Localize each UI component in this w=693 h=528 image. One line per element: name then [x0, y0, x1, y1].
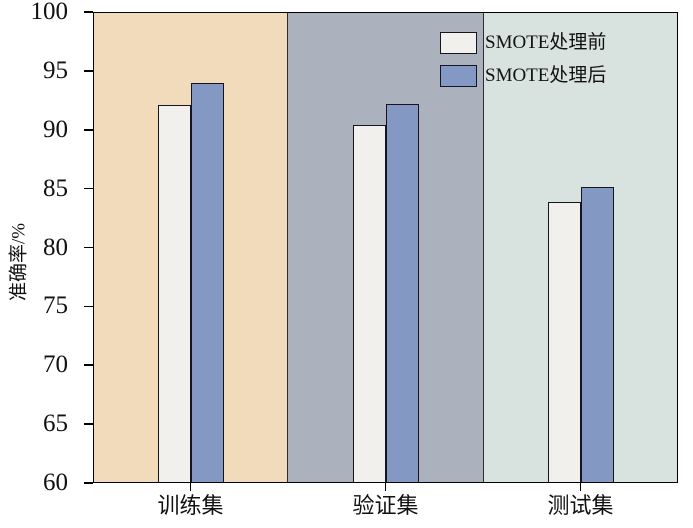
legend: SMOTE处理前 SMOTE处理后	[440, 32, 606, 98]
bar-group1-series1	[157, 105, 191, 483]
bar-group2-series1	[352, 125, 386, 483]
bar-group3-series2	[580, 187, 614, 483]
y-tick-label-100: 100	[30, 0, 69, 25]
legend-entry-2: SMOTE处理后	[440, 65, 606, 87]
y-tick-label-80: 80	[43, 233, 68, 261]
y-tick-label-65: 65	[43, 410, 68, 438]
y-tick-mark-90	[84, 128, 93, 131]
y-tick-mark-80	[84, 246, 93, 249]
y-tick-mark-100	[84, 11, 93, 13]
y-tick-mark-85	[84, 187, 93, 190]
legend-label-1: SMOTE处理前	[485, 32, 607, 53]
y-tick-mark-75	[84, 305, 93, 308]
y-tick-label-60: 60	[43, 469, 68, 496]
plot-area: SMOTE处理前 SMOTE处理后	[93, 12, 678, 483]
bar-group2-series2	[385, 103, 419, 483]
y-tick-mark-95	[84, 70, 93, 72]
y-tick-label-70: 70	[43, 351, 68, 379]
y-tick-label-90: 90	[43, 115, 68, 143]
x-tick-mark-1	[189, 483, 192, 491]
legend-entry-1: SMOTE处理前	[440, 32, 606, 54]
bars-layer	[93, 12, 678, 483]
x-tick-label-2: 验证集	[352, 493, 419, 518]
y-tick-mark-65	[84, 423, 93, 425]
y-tick-mark-60	[84, 482, 93, 484]
bar-group1-series2	[190, 82, 224, 483]
y-tick-mark-70	[84, 364, 93, 367]
y-tick-label-75: 75	[43, 292, 68, 320]
x-tick-mark-3	[579, 483, 582, 491]
x-tick-mark-2	[384, 483, 387, 491]
bar-group3-series1	[547, 201, 581, 483]
legend-swatch-1	[440, 32, 477, 54]
x-tick-label-3: 测试集	[547, 493, 614, 518]
x-tick-label-1: 训练集	[157, 493, 224, 518]
legend-swatch-2	[440, 65, 477, 87]
y-tick-label-85: 85	[43, 174, 68, 202]
legend-label-2: SMOTE处理后	[485, 65, 607, 86]
y-tick-label-95: 95	[43, 56, 68, 84]
